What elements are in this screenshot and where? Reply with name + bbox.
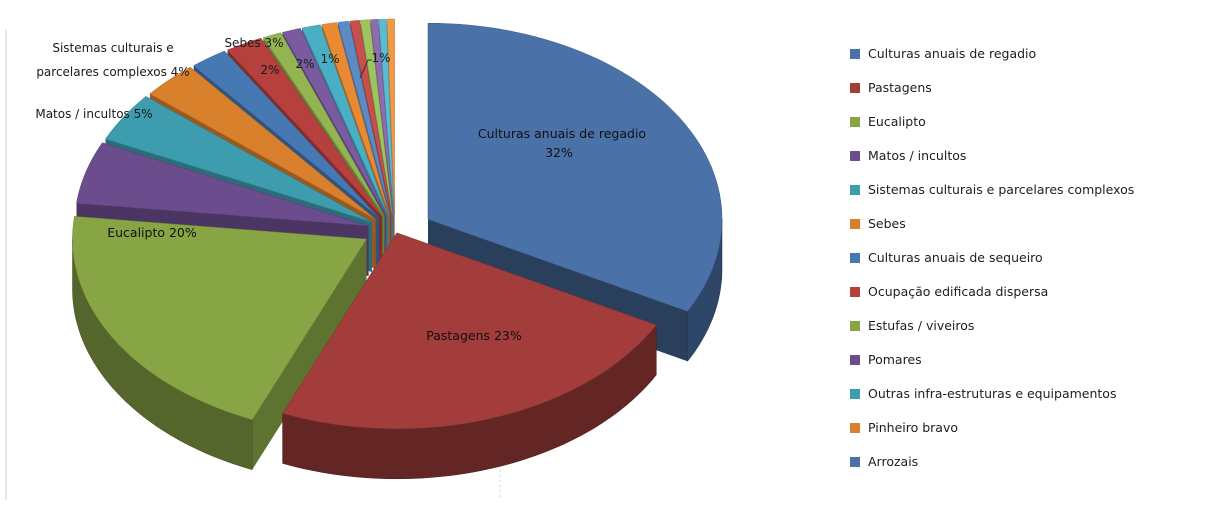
legend-swatch (850, 185, 860, 195)
slice-top-slice-13 (349, 20, 392, 216)
legend-label: Ocupação edificada dispersa (868, 284, 1048, 299)
slice-top-pomares (282, 27, 387, 216)
legend-label: Sebes (868, 216, 906, 231)
legend-swatch (850, 389, 860, 399)
legend: Culturas anuais de regadio Pastagens Eucal… (850, 46, 1134, 469)
label-sequeiro: 2% (260, 63, 279, 77)
label-sistemas-line2: parcelares complexos 4% (36, 65, 189, 79)
slice-eucalipto (72, 216, 367, 471)
leader-line (359, 59, 372, 79)
label-sebes: Sebes 3% (224, 36, 283, 50)
slice-top-slice-14 (360, 19, 393, 216)
legend-item: Arrozais (850, 454, 918, 469)
slice-top-slice-15 (370, 19, 394, 216)
legend-swatch (850, 355, 860, 365)
slice-top-pinheiro-bravo (321, 22, 390, 216)
legend-swatch (850, 423, 860, 433)
legend-swatch (850, 49, 860, 59)
legend-swatch (850, 457, 860, 467)
slice-cut-eucalipto-0 (252, 239, 367, 470)
slice-top-sistemas-culturais-e-parcelares-complexos (105, 96, 372, 223)
slice-top-estufas-viveiros (262, 32, 385, 217)
slice-top-slice-16 (378, 18, 395, 216)
slice-top-arrozais (337, 20, 391, 216)
label-sistemas-line1: Sistemas culturais e (52, 41, 173, 55)
legend-label: Eucalipto (868, 114, 926, 129)
slice-top-eucalipto (72, 216, 367, 420)
slice-top-sebes (149, 66, 376, 220)
slice-top-culturas-anuais-de-sequeiro (193, 50, 380, 218)
label-ocupacao: 2% (295, 57, 314, 71)
legend-item: Eucalipto (850, 114, 926, 129)
label-regadio-pct: 32% (545, 145, 573, 160)
slice-top-culturas-anuais-de-regadio (427, 22, 723, 312)
label-regadio-name: Culturas anuais de regadio (478, 126, 646, 141)
slice-labels: Sistemas culturais e parcelares complexo… (35, 36, 646, 343)
legend-label: Culturas anuais de regadio (868, 46, 1036, 61)
legend-item: Pastagens (850, 80, 932, 95)
legend-swatch (850, 253, 860, 263)
slice-top-pastagens (282, 232, 657, 430)
legend-label: Outras infra-estruturas e equipamentos (868, 386, 1116, 401)
label-pomares: 1% (371, 51, 390, 65)
legend-item: Culturas anuais de regadio (850, 46, 1036, 61)
legend-swatch (850, 83, 860, 93)
legend-swatch (850, 321, 860, 331)
legend-swatch (850, 117, 860, 127)
slice-top-ocupa-o-edificada-dispersa (227, 37, 383, 217)
legend-swatch (850, 219, 860, 229)
label-eucalipto: Eucalipto 20% (107, 225, 197, 240)
label-matos: Matos / incultos 5% (35, 107, 152, 121)
legend-item: Outras infra-estruturas e equipamentos (850, 386, 1116, 401)
legend-item: Pinheiro bravo (850, 420, 958, 435)
legend-label: Pastagens (868, 80, 932, 95)
legend-item: Sistemas culturais e parcelares complexo… (850, 182, 1134, 197)
legend-label: Sistemas culturais e parcelares complexo… (868, 182, 1134, 197)
legend-label: Pinheiro bravo (868, 420, 958, 435)
label-estufas: 1% (320, 52, 339, 66)
legend-item: Matos / incultos (850, 148, 966, 163)
label-pastagens: Pastagens 23% (426, 328, 522, 343)
legend-item: Ocupação edificada dispersa (850, 284, 1048, 299)
legend-label: Matos / incultos (868, 148, 966, 163)
slice-top-matos-incultos (76, 142, 369, 227)
legend-item: Pomares (850, 352, 922, 367)
legend-label: Pomares (868, 352, 922, 367)
legend-label: Estufas / viveiros (868, 318, 974, 333)
slice-top-slice-17 (386, 18, 395, 216)
legend-swatch (850, 287, 860, 297)
legend-item: Sebes (850, 216, 906, 231)
legend-item: Culturas anuais de sequeiro (850, 250, 1043, 265)
legend-label: Arrozais (868, 454, 918, 469)
pie-slices (72, 18, 723, 480)
legend-swatch (850, 151, 860, 161)
legend-item: Estufas / viveiros (850, 318, 974, 333)
legend-label: Culturas anuais de sequeiro (868, 250, 1043, 265)
slice-top-outras-infra-estruturas-e-equipamentos (301, 24, 389, 216)
slice-pastagens (282, 232, 657, 480)
